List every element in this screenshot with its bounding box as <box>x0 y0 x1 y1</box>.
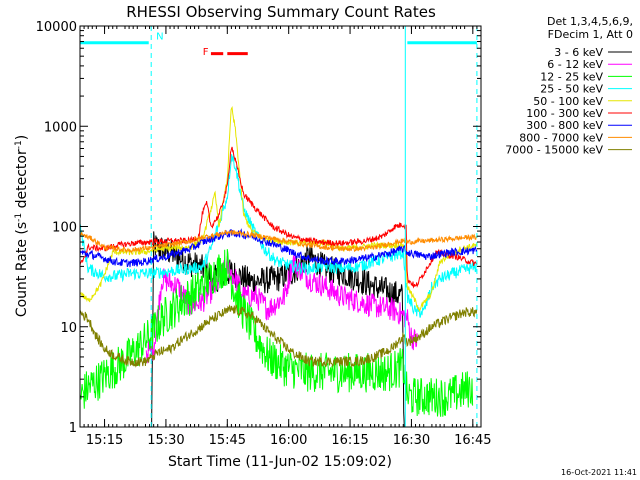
y-axis-label-sup2: -1 <box>14 140 24 149</box>
date-stamp: 16-Oct-2021 11:41 <box>561 468 637 477</box>
legend-entry-label: 6 - 12 keV <box>547 58 603 71</box>
legend-entry-label: 12 - 25 keV <box>540 70 603 83</box>
x-tick-label: 16:45 <box>454 433 491 448</box>
series-line-25-50kev <box>79 154 478 318</box>
y-axis-label-mid: detector <box>14 149 30 213</box>
night-label: N <box>156 32 163 43</box>
y-tick-label: 100 <box>52 221 77 236</box>
x-tick-label: 15:30 <box>147 433 184 448</box>
series-line-800-7000kev <box>79 229 478 254</box>
legend-entry-label: 3 - 6 keV <box>554 46 603 59</box>
series-line-100-300kev <box>79 146 478 289</box>
y-axis-label: Count Rate (s-1 detector-1) <box>14 135 30 317</box>
y-tick-label: 10000 <box>36 20 77 35</box>
legend: Det 1,3,4,5,6,9, FDecim 1, Att 0 3 - 6 k… <box>505 15 633 157</box>
legend-header-line-2: FDecim 1, Att 0 <box>548 28 633 41</box>
x-axis-label: Start Time (11-Jun-02 15:09:02) <box>168 454 392 470</box>
series-line-300-800kev <box>79 228 478 268</box>
legend-entry-label: 100 - 300 keV <box>526 107 603 120</box>
x-tick-label: 15:45 <box>209 433 246 448</box>
series-line-7000-15000kev <box>79 304 478 369</box>
x-tick-label: 15:15 <box>86 433 123 448</box>
legend-entry-label: 800 - 7000 keV <box>519 131 603 144</box>
chart-title: RHESSI Observing Summary Count Rates <box>126 3 436 21</box>
legend-entry-label: 25 - 50 keV <box>540 83 603 96</box>
legend-entry-label: 300 - 800 keV <box>526 119 603 132</box>
y-tick-label: 1000 <box>44 120 77 135</box>
y-tick-label: 1 <box>69 421 77 436</box>
y-axis-label-end: ) <box>14 135 30 140</box>
flare-label: F <box>203 47 209 58</box>
legend-header-line-1: Det 1,3,4,5,6,9, <box>547 15 633 28</box>
x-tick-label: 16:15 <box>331 433 368 448</box>
series-layer <box>79 106 478 428</box>
series-line-12-25kev <box>79 249 474 417</box>
y-axis-label-sup1: -1 <box>14 213 24 222</box>
axis-ticks: 15:15 15:30 15:45 16:00 16:15 16:30 16:45 1 10 10… <box>36 20 492 448</box>
legend-entry-label: 7000 - 15000 keV <box>505 144 603 157</box>
x-tick-label: 16:30 <box>393 433 430 448</box>
legend-entry-label: 50 - 100 keV <box>533 95 603 108</box>
y-tick-label: 10 <box>60 321 77 336</box>
x-tick-label: 16:00 <box>270 433 307 448</box>
y-axis-label-main: Count Rate (s <box>14 222 30 317</box>
